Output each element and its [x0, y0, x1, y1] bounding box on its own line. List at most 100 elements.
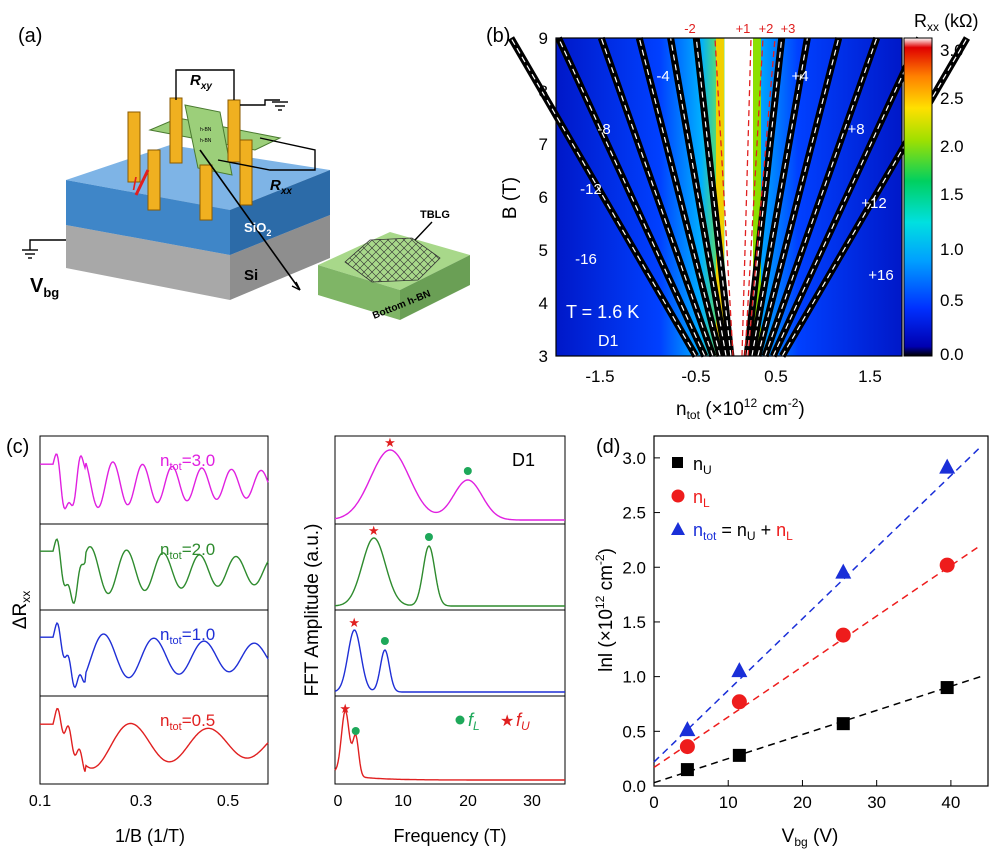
tick-label: 7: [539, 135, 548, 154]
tick-label: -1.5: [585, 367, 614, 386]
fu-peak-marker: ★: [348, 615, 360, 630]
fan-label: +8: [847, 121, 864, 138]
point-nu: [940, 681, 954, 695]
fan-label: +16: [868, 267, 893, 284]
contact: [127, 111, 141, 183]
x-tick-label: 10: [719, 793, 738, 812]
legend-fu-marker: ★: [500, 713, 514, 730]
point-nu: [680, 763, 694, 777]
tick-label: 30: [523, 793, 541, 810]
si-front: [66, 225, 230, 300]
trace-box: [39, 435, 269, 525]
y-tick-label: 2.0: [622, 558, 646, 577]
fan-line: [781, 37, 968, 357]
fft-peak-markers: ★ ★ ★ ★: [339, 435, 472, 735]
hbn-small-label: h-BN: [200, 138, 212, 144]
fft-ntot-0.5: [334, 709, 565, 781]
fan-label-top: -2: [684, 21, 696, 36]
fan-line: [757, 37, 840, 357]
chart-axes: 0 10 20 30 40 0.0 0.5 1.0 1.5 2.0 2.5 3.0: [622, 449, 960, 812]
fan-label: -8: [597, 121, 610, 138]
y-tick-label: 0.0: [622, 777, 646, 796]
y-tick-label: 3.0: [622, 449, 646, 468]
chart-xlabel: Vbg (V): [782, 826, 839, 849]
colorbar-title: Rxx (kΩ): [914, 11, 978, 34]
map-ylabel: B (T): [500, 177, 521, 219]
trace-label: ntot=1.0: [160, 625, 215, 647]
fl-peak-marker: [351, 727, 360, 735]
chart-legend: nU nL ntot = nU + nL: [671, 454, 793, 543]
tick-label: 0.5: [764, 367, 788, 386]
legend-fu-label: fU: [516, 710, 530, 733]
rxx-map: -2 +1 +2 +3 -4 +4 -8 +8 -12 +12 -16 +16 …: [507, 21, 971, 358]
map-frame: [555, 37, 903, 357]
device-schematic: I Rxy Rxx h-BN h-BN SiO2 Si Vbg TBLG Bot…: [22, 69, 470, 322]
tick-label: 2.0: [940, 137, 964, 156]
fan-label: -12: [580, 181, 602, 198]
fan-line: [510, 37, 697, 357]
tick-label: 3: [539, 347, 548, 366]
tick-label: 6: [539, 188, 548, 207]
point-nl: [679, 739, 695, 755]
fft-ylabel: FFT Amplitude (a.u.): [302, 524, 323, 697]
tick-label: 1.0: [940, 240, 964, 259]
tick-label: 0: [334, 793, 343, 810]
colorbar-ticks: 3.0 2.5 2.0 1.5 1.0 0.5 0.0: [940, 41, 964, 364]
wires: [29, 69, 316, 291]
oscillation-traces: ntot=3.0 ntot=2.0 ntot=1.0 ntot=0.5 ΔRxx…: [10, 435, 269, 846]
fan-label-top: +1: [736, 21, 751, 36]
fan-line: [764, 37, 878, 357]
fft-ntot-2: [335, 537, 565, 607]
fft-device-label: D1: [512, 450, 535, 470]
zoom-arrow-head: [291, 281, 301, 291]
map-xlabel: ntot (×1012 cm-2): [676, 396, 805, 422]
density-vs-gate-chart: 0 10 20 30 40 0.0 0.5 1.0 1.5 2.0 2.5 3.0 nU nL nto…: [593, 435, 989, 849]
fan-line-red: [741, 37, 752, 357]
tick-label: 1.5: [940, 185, 964, 204]
ground-wire: [240, 99, 280, 106]
colorbar-gradient: [903, 37, 933, 357]
tick-label: 0.5: [217, 793, 239, 810]
x-tick-label: 0: [649, 793, 658, 812]
vbg-wire: [29, 239, 66, 250]
legend-marker-ntot: [671, 522, 685, 535]
tick-label: 0.0: [940, 345, 964, 364]
panel-label-c: (c): [6, 436, 29, 458]
y-tick-label: 2.5: [622, 504, 646, 523]
tick-label: 2.5: [940, 89, 964, 108]
trace-ntot-2: [40, 538, 269, 605]
si-label: Si: [244, 267, 258, 284]
y-tick-label: 0.5: [622, 722, 646, 741]
point-ntot: [679, 721, 696, 737]
trace-box: [39, 609, 269, 697]
point-nl: [939, 557, 955, 573]
fan-line: [695, 37, 732, 357]
landau-fan-lines: [507, 36, 971, 358]
tblg-label: TBLG: [420, 209, 450, 221]
gold-contacts: [127, 97, 253, 221]
trace-box: [39, 523, 269, 611]
ground-symbol: [22, 101, 288, 259]
tick-label: 10: [394, 793, 412, 810]
tick-label: 0.1: [29, 793, 51, 810]
tick-label: 4: [539, 294, 548, 313]
zoom-arrow: [199, 149, 301, 291]
fft-box: [334, 609, 566, 697]
chart-ylabel: lnl (×1012 cm-2): [593, 548, 617, 672]
fft-box: [334, 695, 566, 785]
fan-line-red: [744, 37, 764, 357]
map-green-band: [753, 38, 761, 356]
current-label: I: [132, 174, 137, 194]
trace-label: ntot=3.0: [160, 451, 215, 473]
rxx-label: Rxx: [270, 177, 292, 197]
tick-label: 8: [539, 82, 548, 101]
point-nl: [835, 627, 851, 643]
x-tick-label: 30: [867, 793, 886, 812]
fft-ntot-3: [334, 449, 565, 521]
bottom-hbn-side: [400, 255, 470, 320]
trace-ylabel: ΔRxx: [10, 591, 33, 629]
fan-label: -4: [656, 68, 669, 85]
rxx-wire: [217, 137, 316, 171]
legend-fl-label: fL: [468, 710, 480, 733]
map-xticks: -1.5 -0.5 0.5 1.5: [585, 367, 881, 386]
